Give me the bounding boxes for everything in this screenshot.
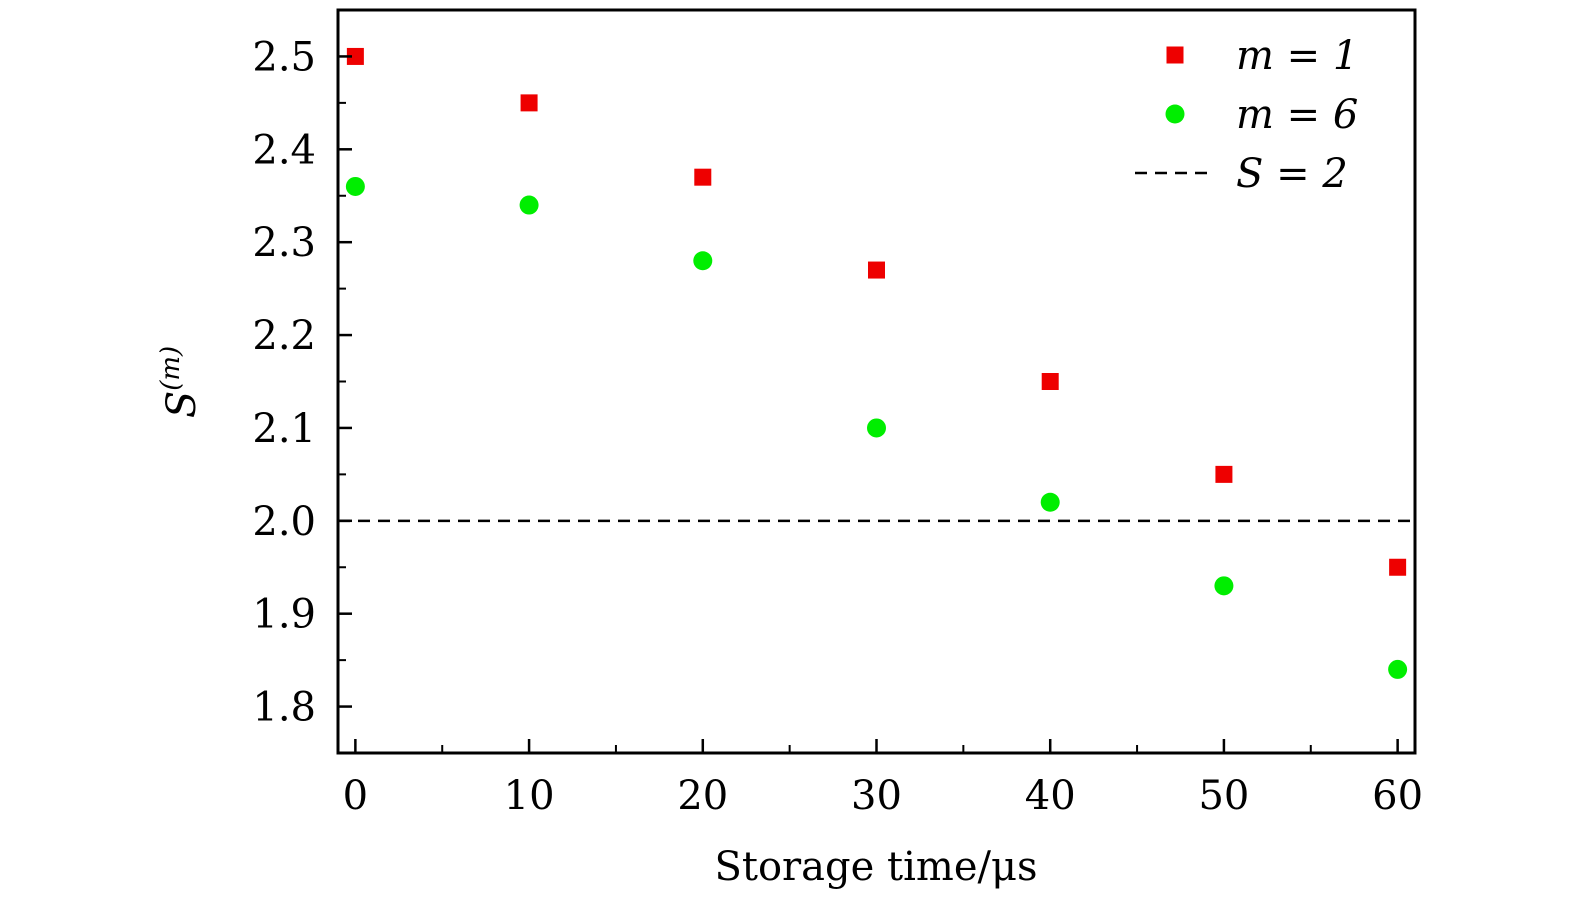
y-tick-label: 2.3 xyxy=(252,220,316,266)
data-point-circle xyxy=(519,195,539,215)
y-axis-title-superscript: (m) xyxy=(156,346,186,391)
y-tick-label: 1.9 xyxy=(252,592,316,638)
legend-label: S = 2 xyxy=(1236,151,1348,197)
data-point-square xyxy=(1215,465,1233,483)
x-tick-label: 60 xyxy=(1372,773,1423,819)
y-tick-label: 2.4 xyxy=(252,127,316,173)
data-point-circle xyxy=(1388,659,1408,679)
x-tick-label: 50 xyxy=(1198,773,1249,819)
x-tick-label: 10 xyxy=(504,773,555,819)
x-tick-label: 30 xyxy=(851,773,902,819)
y-tick-label: 2.0 xyxy=(252,499,316,545)
legend: m = 1 m = 6 S = 2 xyxy=(1135,33,1358,197)
y-axis-title-base: S xyxy=(159,391,205,418)
data-point-circle xyxy=(1214,576,1234,596)
data-point-square xyxy=(694,168,712,186)
data-point-circle xyxy=(345,176,365,196)
y-tick-label: 2.5 xyxy=(252,34,316,80)
x-tick-label: 20 xyxy=(677,773,728,819)
data-point-square xyxy=(346,47,364,65)
y-axis-title: S(m) xyxy=(156,346,205,418)
x-tick-label: 40 xyxy=(1025,773,1076,819)
legend-label: m = 1 xyxy=(1236,33,1358,79)
data-point-square xyxy=(1389,558,1407,576)
legend-marker-square xyxy=(1166,46,1184,64)
data-point-square xyxy=(868,261,885,279)
y-tick-label: 2.1 xyxy=(252,406,316,452)
y-tick-label: 2.2 xyxy=(252,313,316,359)
data-point-circle xyxy=(867,418,886,438)
x-axis-title: Storage time/μs xyxy=(715,844,1038,890)
data-point-square xyxy=(1041,373,1059,390)
data-point-square xyxy=(520,94,538,112)
data-point-circle xyxy=(1040,492,1060,512)
data-point-circle xyxy=(693,251,713,271)
legend-label: m = 6 xyxy=(1236,92,1358,138)
x-tick-label: 0 xyxy=(343,773,368,819)
y-tick-label: 1.8 xyxy=(252,685,316,731)
legend-marker-circle xyxy=(1165,104,1185,124)
